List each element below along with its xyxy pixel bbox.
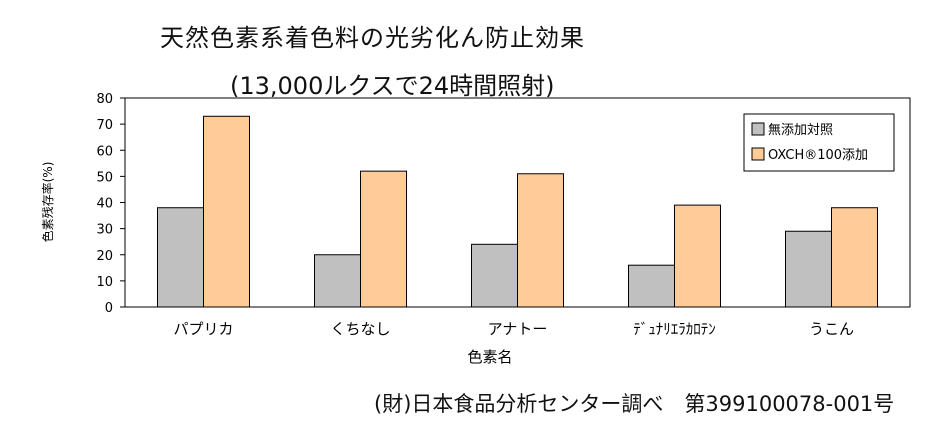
bar-oxch-1 (360, 170, 407, 308)
legend-label-control: 無添加対照 (768, 123, 833, 138)
x-tick-label: うこん (809, 320, 854, 338)
x-axis-label: 色素名 (467, 348, 512, 366)
chart-title: 天然色素系着色料の光劣化ん防止効果 (160, 24, 585, 52)
bar-control-0 (157, 207, 204, 308)
x-tick-label: アナトー (488, 320, 548, 338)
legend: 無添加対照 OXCH®100添加 (743, 113, 895, 172)
y-tick-label: 40 (96, 197, 113, 212)
y-tick-label: 20 (96, 249, 113, 264)
y-tick-label: 10 (96, 275, 113, 290)
source-footer: (財)日本食品分析センター調べ 第399100078-001号 (374, 392, 895, 416)
chart-subtitle: (13,000ルクスで24時間照射) (230, 72, 555, 100)
y-tick-label: 0 (105, 301, 113, 316)
y-tick-label: 30 (96, 223, 113, 238)
x-tick-label: ﾃﾞｭﾅﾘｴﾗｶﾛﾃﾝ (633, 320, 716, 338)
y-tick-label: 50 (96, 170, 113, 185)
bar-control-1 (314, 254, 361, 308)
y-tick-label: 80 (96, 92, 113, 107)
bar-control-3 (628, 264, 675, 308)
bar-oxch-0 (203, 115, 250, 308)
x-tick-label: くちなし (330, 320, 390, 338)
legend-swatch-control (751, 122, 765, 136)
x-tick-label: パプリカ (173, 320, 233, 338)
bar-oxch-3 (674, 204, 721, 308)
bar-oxch-2 (517, 173, 564, 308)
y-tick-label: 60 (96, 144, 113, 159)
bar-control-2 (471, 243, 518, 308)
bar-oxch-4 (831, 207, 878, 308)
y-axis-label: 色素残存率(%) (40, 162, 55, 243)
legend-label-oxch: OXCH®100添加 (768, 148, 868, 163)
legend-swatch-oxch (751, 147, 765, 161)
bar-control-4 (785, 230, 832, 308)
legend-box (743, 113, 895, 172)
y-tick-label: 70 (96, 118, 113, 133)
